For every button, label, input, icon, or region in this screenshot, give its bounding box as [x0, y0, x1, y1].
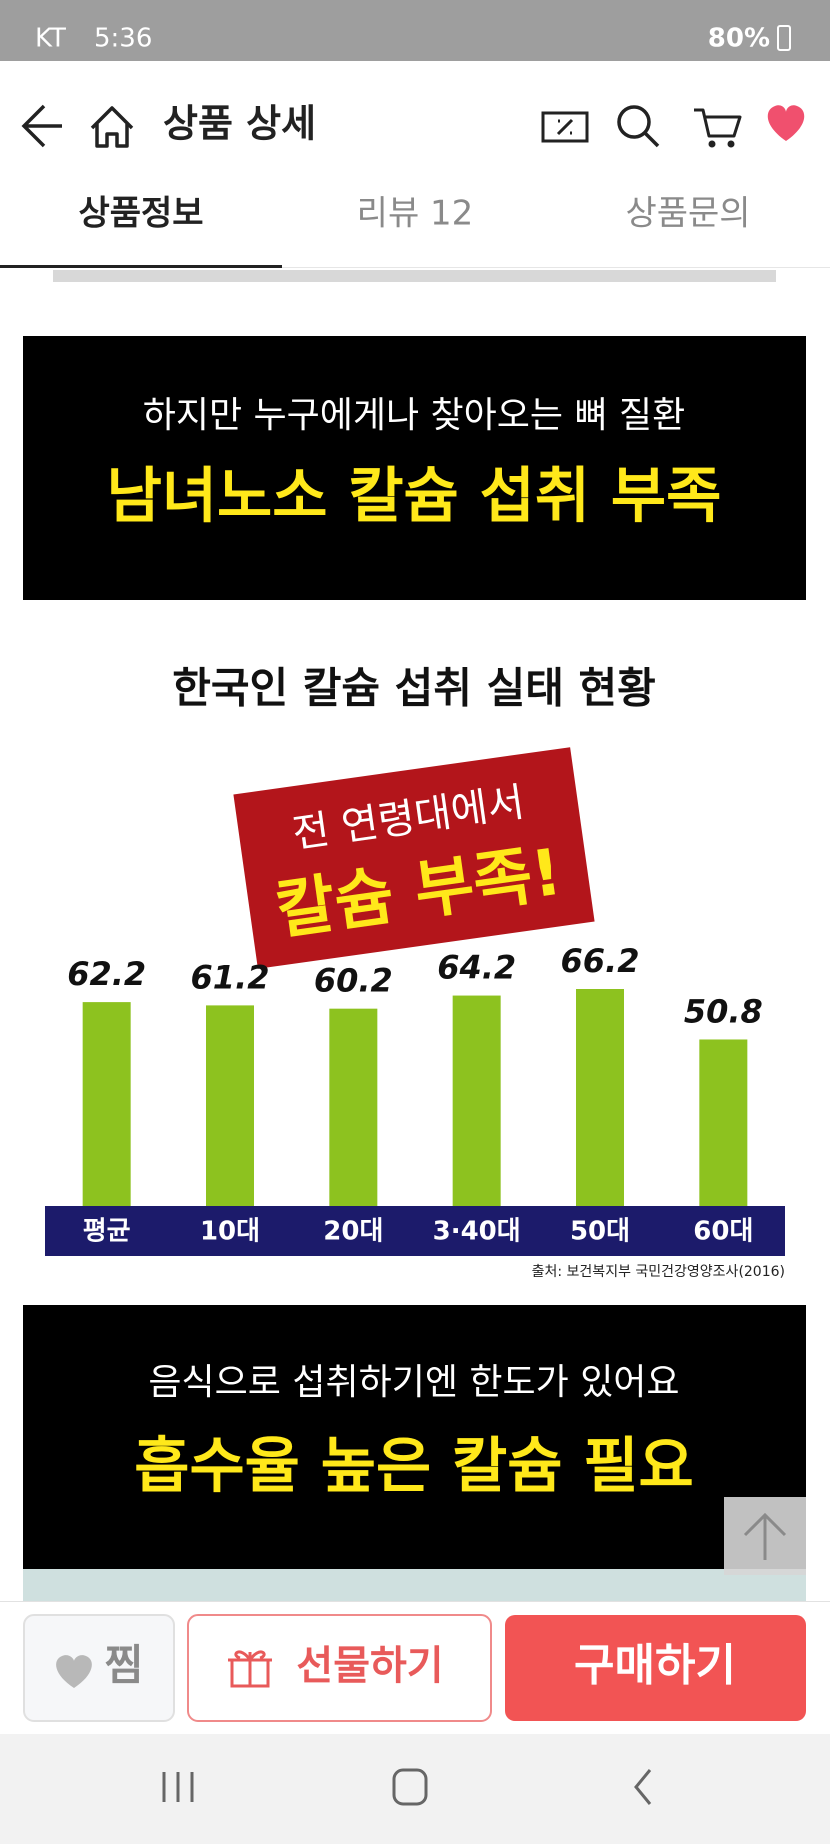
search-icon	[617, 105, 651, 139]
banner	[23, 1305, 806, 1569]
nav-bar	[0, 1734, 830, 1844]
bar	[206, 1005, 254, 1206]
wish-icon	[56, 1655, 92, 1688]
wish-label: 찜	[105, 1641, 144, 1690]
search-handle	[643, 131, 660, 148]
banner-line: 하지만 누구에게나 찾아오는 뼈 질환	[143, 395, 686, 436]
bar-group: 62.2 평균 61.2 10대 60.2 20대 64.2 3·40대 66.2 50대 50.8…	[67, 942, 763, 1247]
bar	[576, 989, 624, 1206]
gift-label: 선물하기	[296, 1643, 443, 1689]
gift-button[interactable]: 선물하기	[187, 1614, 492, 1722]
status-bar	[0, 0, 830, 61]
buy-label: 구매하기	[574, 1640, 736, 1691]
badge-box	[233, 747, 595, 969]
value-label: 50.8	[684, 992, 763, 1030]
tab[interactable]: 상품문의	[625, 194, 750, 234]
badge: 전 연령대에서 칼슘 부족!	[233, 747, 595, 969]
bar	[452, 995, 501, 1206]
bar	[329, 1008, 378, 1206]
battery-icon	[777, 25, 791, 51]
value-label: 60.2	[314, 962, 393, 1000]
image-edge	[23, 1569, 806, 1601]
bar	[82, 1002, 131, 1206]
tab-indicator	[0, 265, 282, 268]
category-label: 60대	[693, 1217, 753, 1247]
value-label: 66.2	[561, 942, 640, 980]
coupon-percent	[556, 118, 574, 136]
recent-apps-button[interactable]	[162, 1772, 194, 1802]
category-label: 3·40대	[433, 1217, 521, 1247]
home-icon	[90, 106, 134, 148]
wish-box	[23, 1614, 175, 1722]
bar	[699, 1039, 748, 1206]
banner-headline: 남녀노소 칼슘 섭취 부족	[107, 462, 722, 532]
home-button[interactable]	[90, 106, 134, 148]
clock: 5:36	[94, 24, 152, 54]
tab[interactable]: 리뷰 12	[357, 194, 474, 234]
coupon-button[interactable]	[541, 111, 589, 143]
tab-divider	[0, 267, 830, 268]
buy-box	[505, 1615, 806, 1721]
cart-wheel	[727, 140, 735, 148]
chart-title: 한국인 칼슘 섭취 실태 현황	[172, 664, 656, 713]
scroll-top-button[interactable]	[724, 1497, 806, 1575]
banner-line: 음식으로 섭취하기엔 한도가 있어요	[148, 1362, 679, 1403]
value-label: 64.2	[437, 949, 516, 987]
value-label: 61.2	[191, 958, 270, 996]
buy-button[interactable]: 구매하기	[505, 1615, 806, 1721]
back-button[interactable]	[21, 104, 62, 148]
carrier: KT	[35, 24, 66, 54]
category-band	[45, 1206, 785, 1256]
category-label: 10대	[200, 1217, 260, 1247]
category-label: 50대	[570, 1217, 630, 1247]
back-nav-button[interactable]	[634, 1769, 652, 1805]
tab[interactable]: 상품정보	[78, 194, 203, 234]
category-label: 20대	[323, 1217, 383, 1247]
bottom-divider	[0, 1601, 830, 1602]
cart-wheel	[708, 140, 716, 148]
home-nav-button[interactable]	[392, 1768, 428, 1806]
cart-icon	[694, 108, 742, 138]
gift-ribbon	[228, 1650, 272, 1686]
scroll-top-icon	[743, 1512, 787, 1560]
header-title: 상품 상세	[163, 102, 316, 146]
wish-button[interactable]: 찜	[23, 1614, 175, 1722]
banner-headline: 흡수율 높은 칼슘 필요	[134, 1432, 693, 1502]
image-edge	[53, 270, 776, 282]
category-label: 평균	[83, 1217, 131, 1247]
gift-box	[187, 1614, 492, 1722]
value-label: 62.2	[67, 955, 146, 993]
chart-source: 출처: 보건복지부 국민건강영양조사(2016)	[532, 1264, 785, 1280]
like-button[interactable]	[767, 105, 805, 141]
battery-level: 80%	[708, 24, 770, 54]
search-button[interactable]	[617, 105, 660, 148]
cart-button[interactable]	[694, 108, 742, 148]
coupon-icon	[541, 111, 589, 143]
back-icon	[21, 104, 62, 148]
banner	[23, 336, 806, 600]
